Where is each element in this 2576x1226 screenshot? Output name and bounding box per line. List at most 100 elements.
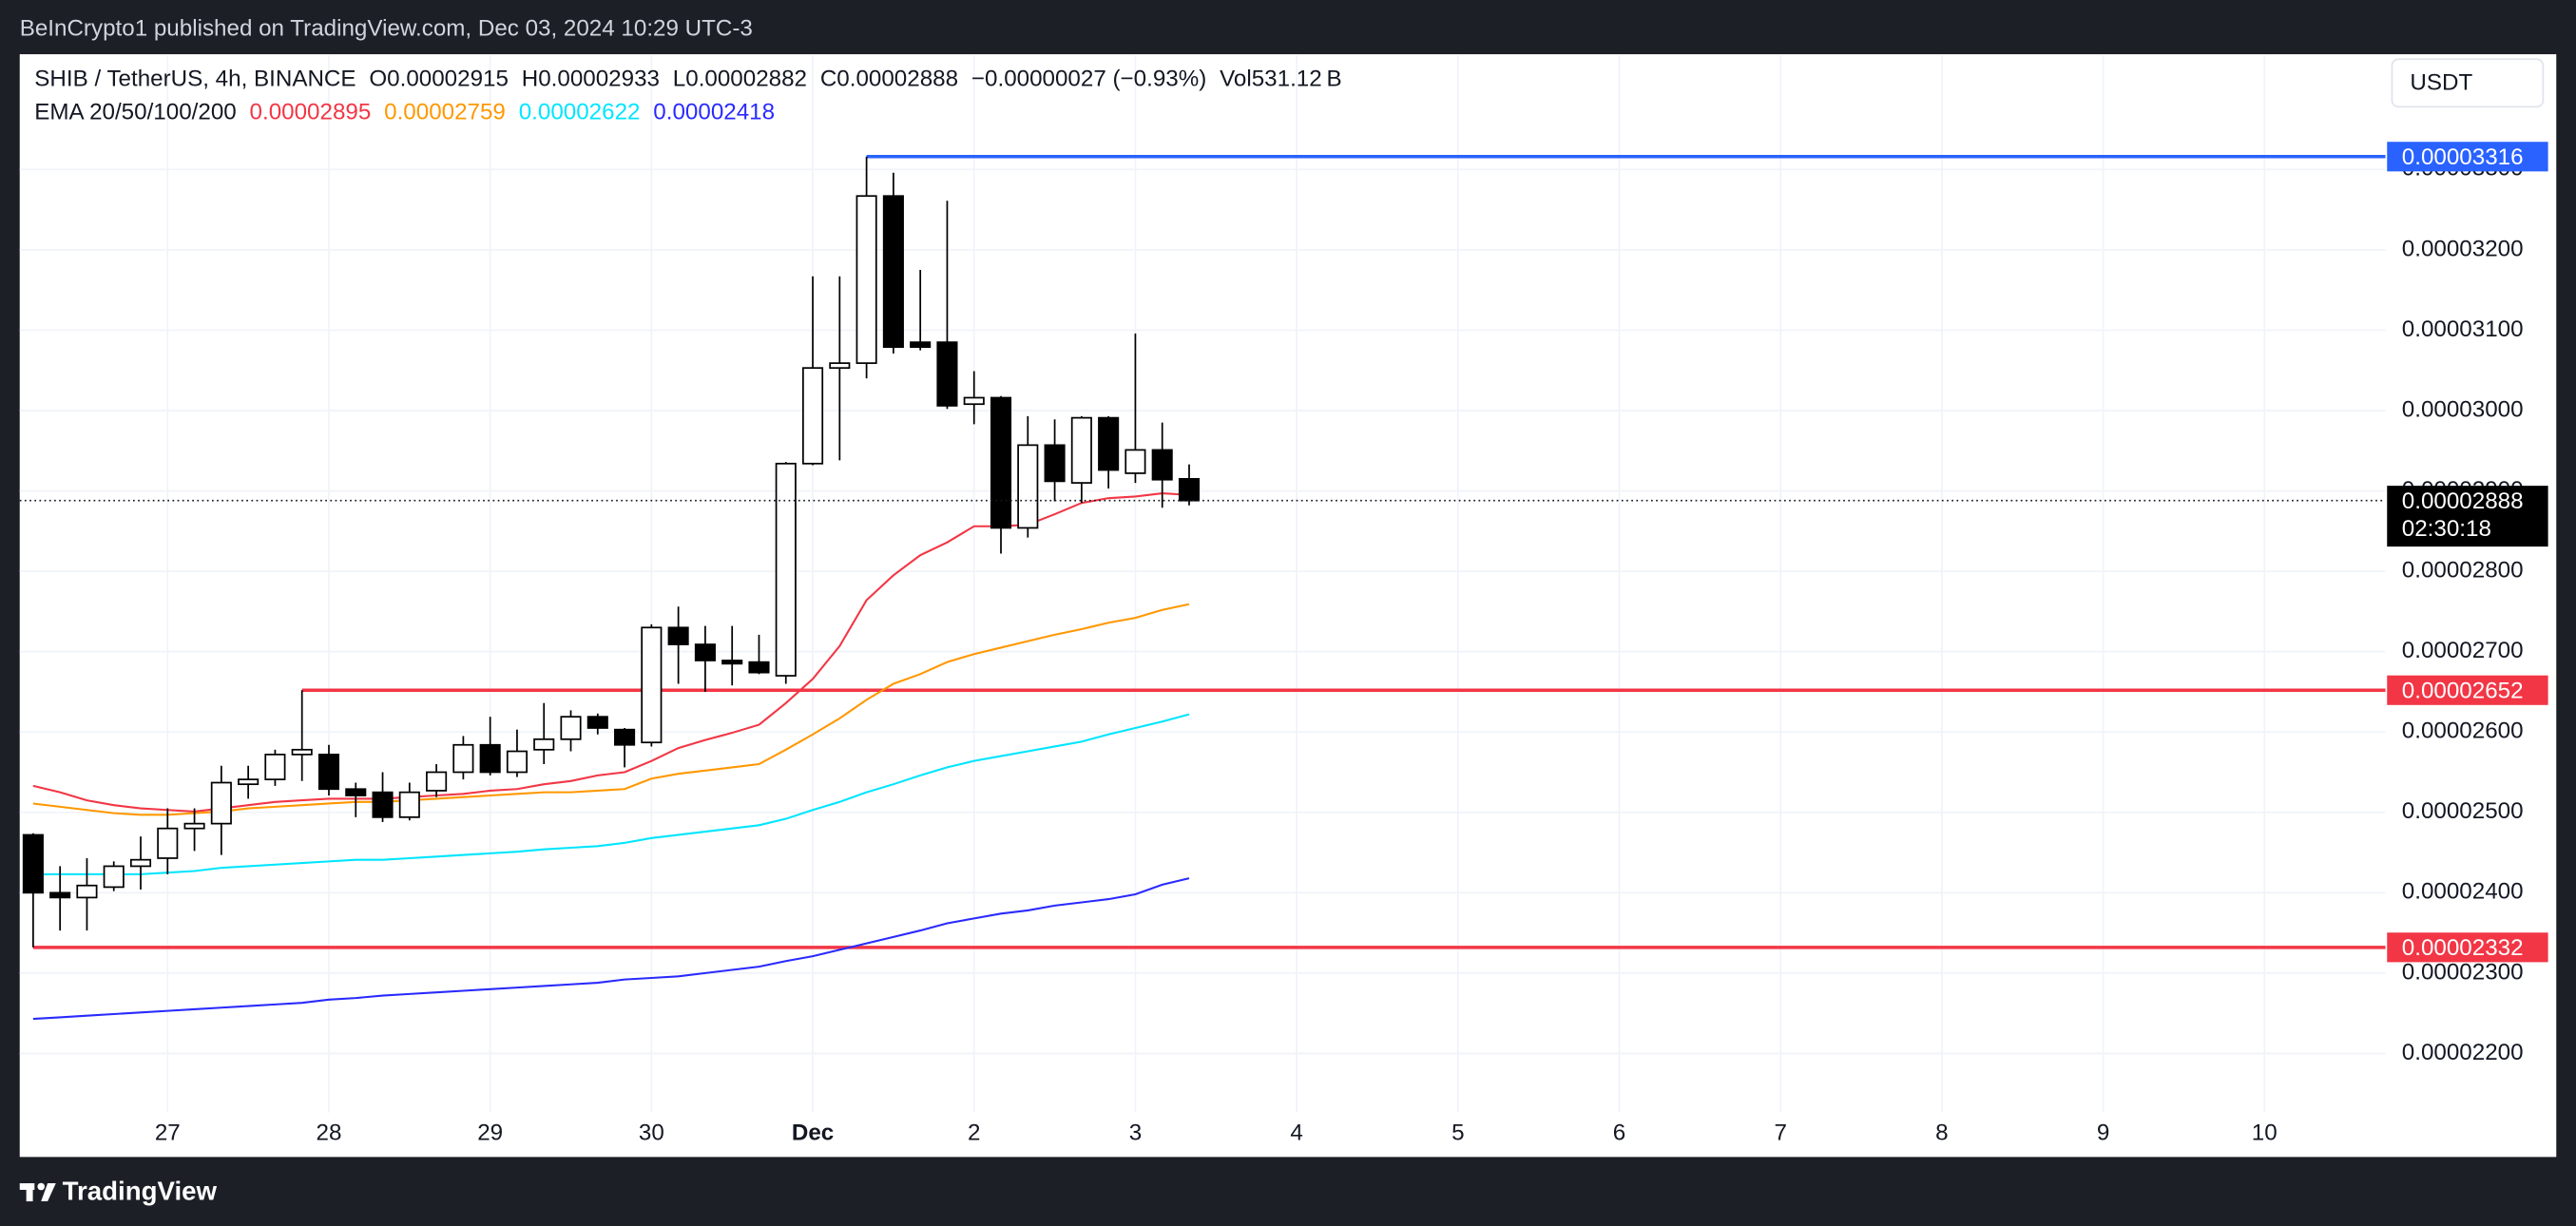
candle-body	[936, 341, 958, 407]
candle-body	[721, 660, 743, 665]
candle-body	[801, 367, 824, 465]
legend-item: 0.00002895	[250, 100, 372, 125]
level-price-label: 0.00003316	[2402, 144, 2524, 170]
logo-icon	[19, 1182, 56, 1202]
x-tick-label: 5	[1451, 1121, 1464, 1146]
candle-body	[291, 748, 313, 756]
legend-item: EMA 20/50/100/200	[34, 100, 236, 125]
y-tick-label: 0.00002400	[2402, 879, 2524, 905]
legend-row: SHIB / TetherUS, 4h, BINANCE O0.00002915 H…	[34, 67, 1341, 92]
candle-body	[317, 754, 340, 791]
candle-body	[775, 462, 797, 677]
candle-body	[506, 750, 528, 774]
candle-body	[667, 626, 689, 645]
current-price-label: 0.00002888	[2402, 488, 2524, 514]
candle-body	[183, 822, 205, 830]
currency-button[interactable]	[2391, 58, 2545, 108]
x-tick-label: 27	[155, 1121, 181, 1146]
y-tick-label: 0.00003100	[2402, 316, 2524, 342]
candle-body	[990, 396, 1012, 529]
candle-body	[372, 791, 394, 818]
candle-body	[882, 195, 904, 349]
x-tick-label: Dec	[792, 1121, 834, 1146]
legend-item: C	[820, 67, 836, 92]
candle-body	[829, 362, 851, 370]
legend-item: 0.00002915	[387, 67, 509, 92]
y-tick-label: 0.00002700	[2402, 638, 2524, 663]
legend-item: 0.00002622	[519, 100, 641, 125]
plot: 27 28 29 30 Dec 2 3 4 5 6 7 8 9 10 0.00002200 0.0000230…	[19, 54, 2548, 1146]
candle-body	[345, 788, 367, 796]
current-price-box	[2387, 486, 2548, 547]
candle-body	[1151, 449, 1173, 481]
candle-body	[22, 833, 44, 894]
level-price-box	[2387, 932, 2548, 963]
byline: BeInCrypto1 published on TradingView.com…	[20, 16, 753, 42]
candle-body	[1017, 444, 1039, 529]
legend-item: SHIB / TetherUS, 4h, BINANCE	[34, 67, 356, 92]
chart-panel	[19, 54, 2557, 1158]
candle-body	[694, 643, 716, 661]
y-tick-label: 0.00002500	[2402, 798, 2524, 824]
x-tick-label: 8	[1935, 1121, 1948, 1146]
candle-body	[586, 716, 608, 729]
candle-body	[560, 716, 582, 740]
currency-button-label[interactable]: USDT	[2410, 70, 2472, 96]
candle-body	[398, 791, 420, 818]
candle-body	[426, 771, 448, 792]
level-price-label: 0.00002332	[2402, 935, 2524, 961]
x-tick-label: 4	[1290, 1121, 1302, 1146]
candle-body	[49, 891, 71, 899]
x-tick-label: 7	[1774, 1121, 1786, 1146]
legend-item: L	[673, 67, 685, 92]
legend-item: Vol531.12 B	[1220, 67, 1342, 92]
legend-item: −0.00000027 (−0.93%)	[971, 67, 1206, 92]
legend-row: EMA 20/50/100/200 0.00002895 0.00002759 0.0…	[34, 100, 775, 125]
y-tick-label: 0.00002800	[2402, 557, 2524, 583]
candle-body	[210, 781, 232, 825]
candle-body	[264, 754, 286, 780]
candle-body	[129, 858, 152, 868]
x-tick-label: 2	[968, 1121, 980, 1146]
level-price-box	[2387, 675, 2548, 705]
x-tick-label: 30	[639, 1121, 664, 1146]
candle-body	[1125, 449, 1146, 474]
candle-body	[614, 728, 636, 746]
candle-body	[103, 865, 125, 889]
candle-body	[748, 661, 770, 674]
candle-body	[1098, 416, 1120, 471]
legend-item: 0.00002882	[685, 67, 807, 92]
candle-body	[479, 743, 501, 774]
candle-body	[157, 827, 179, 859]
y-tick-label: 0.00002300	[2402, 959, 2524, 985]
logo-text: TradingView	[63, 1177, 218, 1206]
y-tick-label: 0.00003000	[2402, 396, 2524, 422]
x-tick-label: 29	[477, 1121, 503, 1146]
candle-body	[1044, 444, 1066, 483]
x-tick-label: 6	[1613, 1121, 1625, 1146]
legend-item: H	[522, 67, 538, 92]
candle-body	[855, 195, 877, 364]
ema-line	[32, 877, 1190, 1021]
y-tick-label: 0.00003200	[2402, 236, 2524, 261]
x-tick-label: 3	[1129, 1121, 1142, 1146]
candle-body	[533, 738, 555, 751]
countdown-label: 02:30:18	[2402, 516, 2491, 542]
legend-item: 0.00002933	[538, 67, 660, 92]
legend-item: 0.00002888	[836, 67, 958, 92]
y-tick-label: 0.00002200	[2402, 1040, 2524, 1065]
candle-body	[963, 396, 985, 406]
legend-item: 0.00002418	[653, 100, 775, 125]
candle-body	[910, 341, 932, 349]
level-price-label: 0.00002652	[2402, 678, 2524, 703]
legend-item: 0.00002759	[384, 100, 506, 125]
candle-body	[1178, 478, 1201, 502]
x-tick-label: 28	[317, 1121, 342, 1146]
ema-line	[32, 713, 1190, 875]
candle-body	[1070, 416, 1092, 484]
logo-part	[26, 1183, 33, 1202]
y-tick-label: 0.00002600	[2402, 718, 2524, 744]
candle-body	[76, 884, 98, 899]
